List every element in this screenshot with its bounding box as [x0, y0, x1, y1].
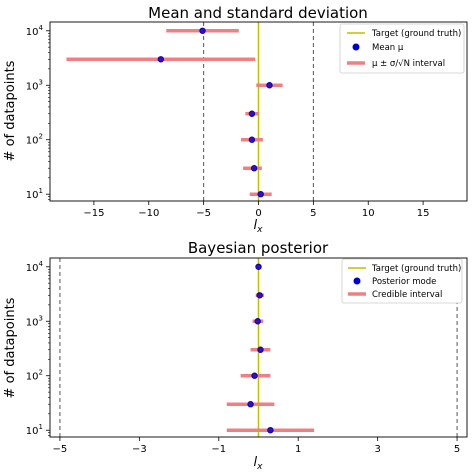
legend-target-label: Target (ground truth) — [371, 264, 461, 274]
y-tick-exponent: 3 — [39, 78, 43, 86]
data-point-overlay — [248, 402, 253, 407]
x-tick-label: 15 — [417, 208, 430, 219]
x-tick-label: 5 — [310, 208, 316, 219]
y-axis-label: # of datapoints — [3, 60, 18, 161]
x-tick-label: −15 — [83, 208, 104, 219]
y-tick-exponent: 2 — [39, 369, 43, 377]
data-point-overlay — [258, 191, 263, 197]
data-point-overlay — [267, 83, 272, 88]
axes-frame — [49, 257, 468, 438]
legend-interval-label: Credible interval — [372, 290, 442, 300]
y-tick-exponent: 4 — [39, 24, 44, 32]
data-point-overlay — [251, 166, 257, 171]
y-tick-base: 10 — [26, 27, 39, 38]
x-tick-label: −10 — [138, 208, 159, 219]
data-point-overlay — [252, 373, 257, 378]
data-point-overlay — [257, 293, 262, 298]
legend: Target (ground truth) Posterior mode Cre… — [341, 258, 463, 304]
data-point-overlay — [249, 137, 255, 142]
data-point-overlay — [249, 111, 255, 116]
x-tick-label: −1 — [211, 444, 226, 455]
y-tick-label: 102 — [26, 133, 43, 147]
y-tick-base: 10 — [26, 372, 39, 383]
x-tick-label: 0 — [255, 208, 261, 219]
x-axis-label-main: l — [254, 455, 258, 470]
x-axis-label: lx — [254, 455, 264, 472]
y-tick-exponent: 4 — [39, 260, 44, 268]
legend-target-label: Target (ground truth) — [371, 29, 461, 39]
y-tick-label: 101 — [26, 423, 43, 437]
legend-interval-label: μ ± σ/√N interval — [372, 59, 445, 69]
y-tick-label: 104 — [26, 260, 44, 274]
panel-bayesian-posterior: Bayesian posterior −5 −3 −1 1 3 5101102103104… — [3, 239, 468, 472]
legend-point-label: Mean μ — [372, 43, 404, 53]
data-point-overlay — [256, 264, 261, 269]
y-tick-exponent: 3 — [39, 314, 43, 322]
x-tick-label: 5 — [454, 444, 460, 455]
x-axis-label-sub: x — [256, 462, 263, 472]
y-tick-exponent: 1 — [39, 187, 43, 195]
y-tick-exponent: 1 — [39, 423, 43, 431]
x-tick-label: 10 — [362, 208, 375, 219]
x-axis-label-main: l — [254, 218, 258, 233]
data-point-overlay — [255, 319, 260, 324]
x-tick-label: −3 — [132, 444, 147, 455]
y-tick-base: 10 — [26, 263, 39, 274]
x-axis-label-sub: x — [256, 225, 263, 235]
legend: Target (ground truth) Mean μ μ ± σ/√N in… — [339, 23, 465, 74]
y-tick-base: 10 — [26, 136, 39, 147]
panel-mean-std: Mean and standard deviation −15 −10 −5 0 5 10… — [3, 4, 468, 235]
data-point-overlay — [200, 28, 205, 33]
x-tick-label: −5 — [53, 444, 68, 455]
y-axis-label: # of datapoints — [3, 297, 18, 398]
x-tick-label: 1 — [295, 444, 301, 455]
legend-point-swatch — [352, 43, 360, 51]
y-tick-base: 10 — [26, 317, 39, 328]
y-tick-label: 102 — [26, 369, 43, 383]
y-tick-base: 10 — [26, 426, 39, 437]
y-tick-exponent: 2 — [39, 133, 43, 141]
y-tick-base: 10 — [26, 190, 39, 201]
x-axis-label: lx — [254, 218, 264, 235]
legend-point-label: Posterior mode — [372, 277, 436, 287]
chart-title: Bayesian posterior — [188, 239, 329, 257]
y-tick-label: 103 — [26, 314, 43, 328]
chart-title: Mean and standard deviation — [148, 4, 368, 22]
legend-box — [339, 23, 465, 74]
data-point-overlay — [268, 427, 273, 433]
y-tick-label: 103 — [26, 78, 43, 92]
x-tick-label: 3 — [374, 444, 380, 455]
legend-point-swatch — [353, 277, 361, 285]
data-point-overlay — [258, 347, 263, 352]
y-tick-label: 101 — [26, 187, 43, 201]
y-tick-base: 10 — [26, 81, 39, 92]
x-tick-label: −5 — [196, 208, 211, 219]
y-tick-label: 104 — [26, 24, 44, 38]
data-point-overlay — [158, 57, 164, 62]
legend-box — [341, 258, 463, 304]
